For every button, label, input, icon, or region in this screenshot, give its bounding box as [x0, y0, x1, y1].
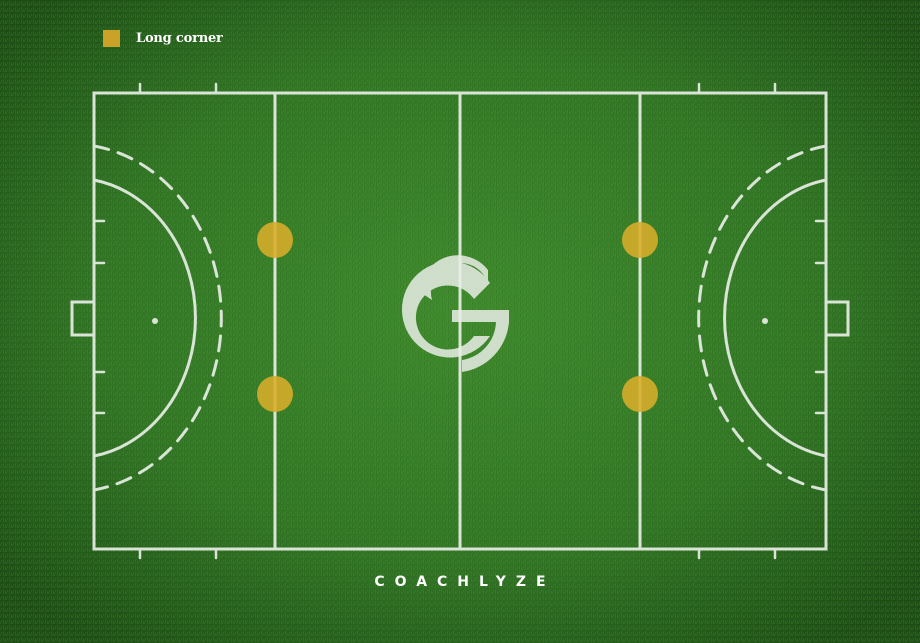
long-corner-marker-1 [257, 222, 293, 258]
right-goal [824, 300, 850, 337]
left-shooting-circle [92, 178, 197, 458]
legend-label-long-corner: Long corner [136, 31, 223, 46]
right-shooting-circle [723, 178, 828, 458]
right-penalty-spot [762, 318, 768, 324]
left-dashed-circle [92, 144, 223, 492]
legend: Long corner [103, 30, 223, 47]
left-goal [70, 300, 96, 337]
field-lines [70, 82, 850, 560]
boundary-ticks [92, 82, 828, 560]
left-penalty-spot [152, 318, 158, 324]
long-corner-marker-4 [622, 376, 658, 412]
long-corner-marker-2 [257, 376, 293, 412]
long-corner-markers [257, 222, 658, 412]
brand-name: COACHLYZE [374, 574, 556, 590]
legend-swatch-long-corner [103, 30, 120, 47]
long-corner-marker-3 [622, 222, 658, 258]
coachlyze-logo-icon [401, 255, 509, 372]
right-dashed-circle [697, 144, 828, 492]
